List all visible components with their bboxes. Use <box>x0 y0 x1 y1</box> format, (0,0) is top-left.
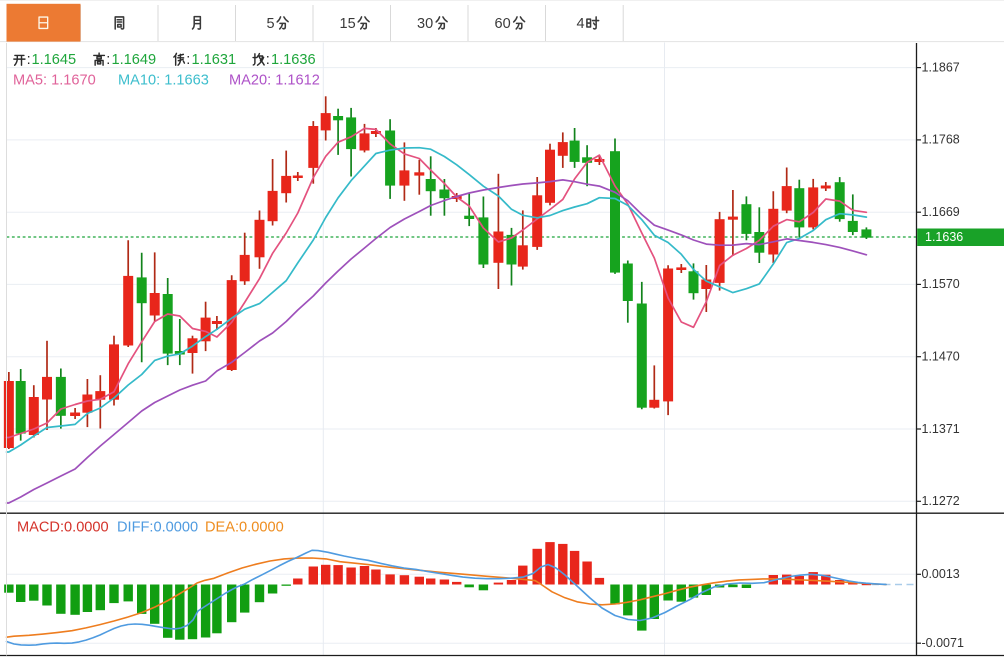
svg-text::: : <box>266 52 270 68</box>
svg-text:DEA:0.0000: DEA:0.0000 <box>205 520 284 536</box>
svg-text:1.1636: 1.1636 <box>271 52 316 68</box>
svg-text:60: 60 <box>495 16 511 32</box>
svg-text::: : <box>106 52 110 68</box>
svg-text:1.1649: 1.1649 <box>112 52 157 68</box>
svg-text:MA20: 1.1612: MA20: 1.1612 <box>229 73 320 89</box>
svg-text:30: 30 <box>417 16 433 32</box>
svg-text:1.1272: 1.1272 <box>922 494 960 508</box>
svg-text:0.0013: 0.0013 <box>922 567 960 581</box>
svg-text::: : <box>27 52 31 68</box>
svg-text:1.1631: 1.1631 <box>192 52 237 68</box>
svg-text:1.1371: 1.1371 <box>922 422 960 436</box>
svg-text:MACD:0.0000: MACD:0.0000 <box>17 520 109 536</box>
svg-text:1.1867: 1.1867 <box>922 60 960 74</box>
svg-text:1.1570: 1.1570 <box>922 277 960 291</box>
svg-text:MA5: 1.1670: MA5: 1.1670 <box>13 73 96 89</box>
svg-text:1.1645: 1.1645 <box>32 52 77 68</box>
svg-text:4: 4 <box>577 16 585 32</box>
svg-text:-0.0071: -0.0071 <box>922 636 964 650</box>
svg-text:1.1470: 1.1470 <box>922 349 960 363</box>
svg-text::: : <box>186 52 190 68</box>
svg-text:15: 15 <box>340 16 356 32</box>
svg-text:1.1669: 1.1669 <box>922 205 960 219</box>
svg-text:DIFF:0.0000: DIFF:0.0000 <box>117 520 198 536</box>
svg-text:1.1636: 1.1636 <box>925 230 963 244</box>
svg-text:1.1768: 1.1768 <box>922 133 960 147</box>
svg-text:MA10: 1.1663: MA10: 1.1663 <box>118 73 209 89</box>
svg-text:5: 5 <box>267 16 275 32</box>
